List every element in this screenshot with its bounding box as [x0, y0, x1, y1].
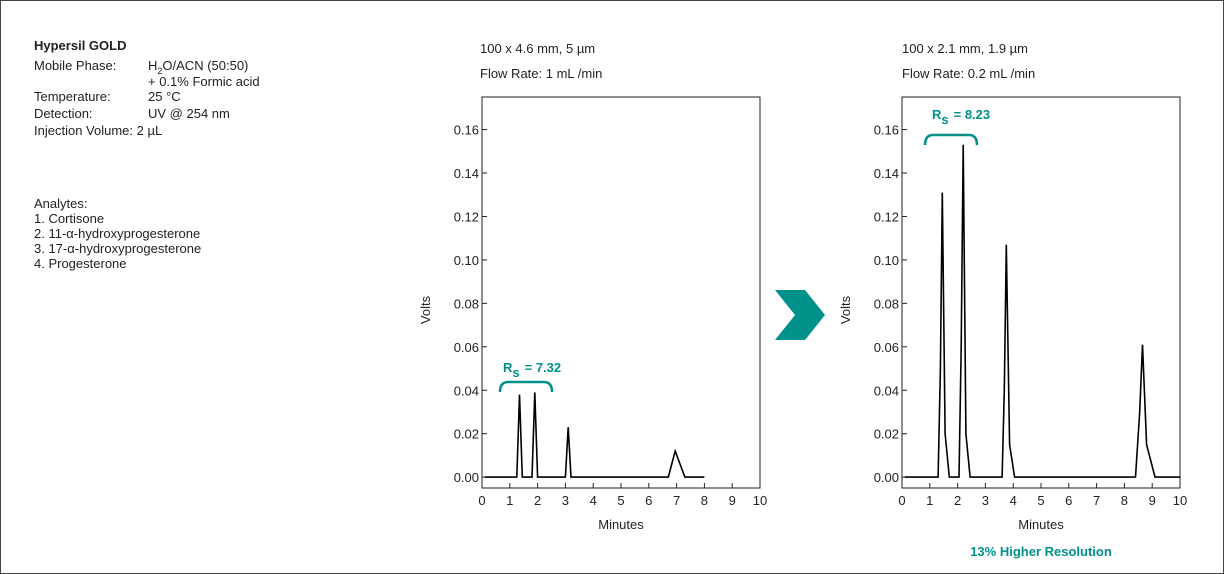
analyte: 2. 11-α-hydroxyprogesterone [34, 226, 200, 241]
x-axis-label: Minutes [1018, 517, 1064, 532]
y-tick-label: 0.04 [874, 383, 899, 398]
x-tick-label: 0 [478, 493, 485, 508]
x-tick-label: 1 [926, 493, 933, 508]
text-part: H [148, 58, 157, 73]
info-value: + 0.1% Formic acid [148, 74, 260, 89]
y-tick-label: 0.08 [454, 296, 479, 311]
info-value: UV @ 254 nm [148, 106, 230, 121]
y-tick-label: 0.02 [874, 427, 899, 442]
y-tick-label: 0.14 [874, 166, 899, 181]
y-tick-label: 0.06 [454, 340, 479, 355]
y-tick-label: 0.10 [874, 253, 899, 268]
x-tick-label: 7 [1093, 493, 1100, 508]
annotation-text: R [503, 360, 513, 375]
x-tick-label: 0 [898, 493, 905, 508]
x-tick-label: 10 [1173, 493, 1187, 508]
trace [904, 144, 1180, 478]
bracket [923, 133, 979, 146]
bracket [498, 380, 554, 393]
x-tick-label: 5 [1037, 493, 1044, 508]
x-tick-label: 9 [1149, 493, 1156, 508]
annotation-subscript: s [941, 112, 948, 127]
x-tick-label: 8 [701, 493, 708, 508]
y-tick-label: 0.02 [454, 427, 479, 442]
info-label: Mobile Phase: [34, 58, 116, 73]
arrow [775, 290, 825, 340]
y-axis-label: Volts [418, 295, 433, 324]
x-tick-label: 4 [1010, 493, 1017, 508]
annotation: Rs = 8.23 [932, 107, 990, 127]
x-tick-label: 6 [645, 493, 652, 508]
info-row: Injection Volume: 2 µL [34, 123, 162, 138]
info-value: 25 °C [148, 89, 181, 104]
y-tick-label: 0.10 [454, 253, 479, 268]
x-tick-label: 3 [562, 493, 569, 508]
annotation: Rs = 7.32 [503, 360, 561, 380]
y-tick-label: 0.00 [454, 470, 479, 485]
x-tick-label: 10 [753, 493, 767, 508]
y-tick-label: 0.06 [874, 340, 899, 355]
chart-subtitle: Flow Rate: 0.2 mL /min [902, 66, 1035, 81]
annotation-text: = 7.32 [525, 360, 562, 375]
info-value: H2O/ACN (50:50) [148, 58, 248, 76]
annotation-text: = 8.23 [954, 107, 991, 122]
chart-subtitle: 100 x 2.1 mm, 1.9 µm [902, 41, 1028, 56]
x-tick-label: 5 [617, 493, 624, 508]
x-tick-label: 7 [673, 493, 680, 508]
trace [484, 392, 705, 478]
y-axis-label: Volts [838, 295, 853, 324]
caption: 13% Higher Resolution [970, 544, 1112, 559]
x-tick-label: 3 [982, 493, 989, 508]
x-tick-label: 1 [506, 493, 513, 508]
annotation-text: R [932, 107, 942, 122]
y-tick-label: 0.12 [454, 209, 479, 224]
x-axis-label: Minutes [598, 517, 644, 532]
info-label: Temperature: [34, 89, 111, 104]
y-tick-label: 0.12 [874, 209, 899, 224]
subscript: 2 [157, 66, 162, 76]
text-part: O/ACN (50:50) [162, 58, 248, 73]
analyte: 3. 17-α-hydroxyprogesterone [34, 241, 201, 256]
x-tick-label: 2 [954, 493, 961, 508]
chart-subtitle: 100 x 4.6 mm, 5 µm [480, 41, 595, 56]
y-tick-label: 0.00 [874, 470, 899, 485]
x-tick-label: 2 [534, 493, 541, 508]
y-tick-label: 0.08 [874, 296, 899, 311]
y-tick-label: 0.16 [454, 123, 479, 138]
analytes-title: Analytes: [34, 196, 87, 211]
info-panel: Hypersil GOLD Mobile Phase: H2O/ACN (50:… [34, 38, 260, 271]
analyte: 4. Progesterone [34, 256, 127, 271]
y-tick-label: 0.14 [454, 166, 479, 181]
x-tick-label: 6 [1065, 493, 1072, 508]
chart-subtitle: Flow Rate: 1 mL /min [480, 66, 602, 81]
x-tick-label: 4 [590, 493, 597, 508]
annotation-subscript: s [512, 365, 519, 380]
analyte: 1. Cortisone [34, 211, 104, 226]
x-tick-label: 8 [1121, 493, 1128, 508]
y-tick-label: 0.04 [454, 383, 479, 398]
y-tick-label: 0.16 [874, 123, 899, 138]
x-tick-label: 9 [729, 493, 736, 508]
info-label: Detection: [34, 106, 93, 121]
info-title: Hypersil GOLD [34, 38, 126, 53]
